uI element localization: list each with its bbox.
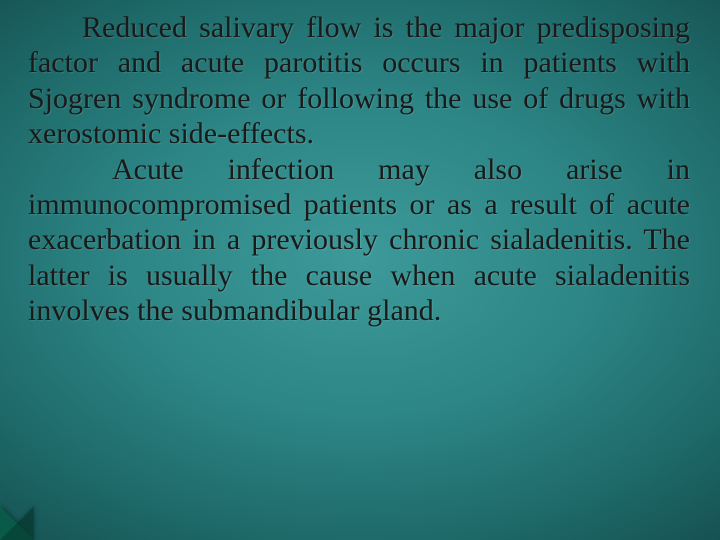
paragraph-1: Reduced salivary flow is the major predi…: [28, 10, 690, 152]
slide-body: Reduced salivary flow is the major predi…: [28, 10, 690, 329]
paragraph-2: Acute infection may also arise in immuno…: [28, 152, 690, 329]
corner-fold-icon: [0, 506, 34, 540]
